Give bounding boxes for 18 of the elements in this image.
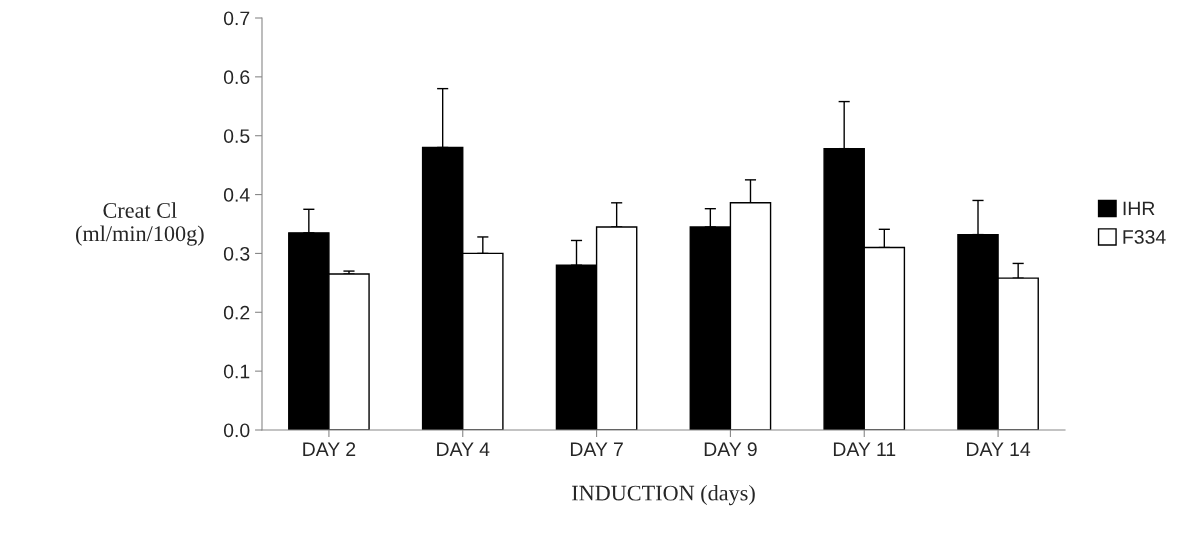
y-tick-label: 0.1 — [223, 364, 250, 379]
legend-label: F334 — [1123, 230, 1166, 244]
x-tick-label: DAY 11 — [833, 442, 896, 456]
y-tick-label: 0.7 — [223, 11, 250, 26]
x-tick-label: DAY 2 — [303, 442, 356, 456]
y-axis-title: Creat Cl (ml/min/100g) — [76, 202, 204, 246]
legend-label: IHR — [1123, 201, 1155, 216]
x-axis-title: INDUCTION (days) — [572, 484, 755, 506]
x-tick-label: DAY 4 — [437, 442, 490, 456]
y-tick-label: 0.3 — [223, 246, 250, 261]
y-tick-label: 0.6 — [223, 70, 250, 85]
y-tick-label: 0.5 — [223, 129, 250, 143]
y-tick-label: 0.2 — [223, 305, 250, 320]
y-tick-label: 0.0 — [223, 423, 250, 438]
y-tick-label: 0.4 — [223, 188, 250, 202]
x-tick-label: DAY 7 — [570, 442, 623, 456]
x-tick-label: DAY 14 — [967, 442, 1031, 456]
x-tick-label: DAY 9 — [704, 442, 757, 457]
